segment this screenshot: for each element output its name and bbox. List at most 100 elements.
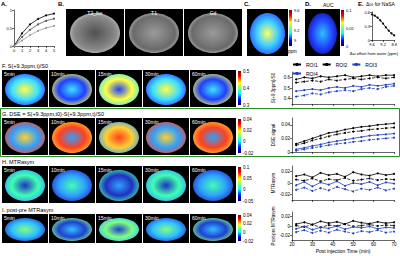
svg-text:Δω offset from water (ppm): Δω offset from water (ppm)	[350, 51, 399, 56]
svg-text:9.6: 9.6	[294, 8, 300, 13]
svg-text:50: 50	[351, 242, 357, 247]
svg-text:30min: 30min	[145, 167, 159, 173]
svg-text:0.02: 0.02	[281, 169, 290, 174]
svg-text:0.5: 0.5	[6, 26, 12, 31]
svg-text:ROI1: ROI1	[306, 62, 318, 68]
svg-text:0.5: 0.5	[284, 86, 291, 91]
svg-text:H. MTRasym: H. MTRasym	[2, 159, 35, 165]
svg-text:9.6: 9.6	[369, 42, 375, 47]
svg-text:5min: 5min	[4, 71, 15, 77]
svg-text:10min: 10min	[51, 167, 65, 173]
svg-text:0.3: 0.3	[364, 24, 370, 29]
svg-text:0.02: 0.02	[243, 128, 252, 133]
svg-text:-0.02: -0.02	[280, 233, 291, 238]
svg-text:30min: 30min	[145, 119, 159, 125]
svg-text:ROI4: ROI4	[306, 71, 318, 77]
svg-text:5min: 5min	[4, 167, 15, 173]
svg-text:9.2: 9.2	[294, 28, 300, 33]
svg-text:T2_fse: T2_fse	[87, 10, 103, 16]
svg-text:0.04: 0.04	[281, 122, 290, 127]
svg-text:0: 0	[367, 37, 370, 43]
svg-text:4: 4	[45, 48, 48, 53]
svg-text:40: 40	[330, 242, 336, 247]
svg-text:MTRasym: MTRasym	[271, 173, 276, 194]
svg-text:0: 0	[243, 230, 246, 235]
svg-text:30min: 30min	[145, 71, 159, 77]
svg-text:60min: 60min	[192, 119, 206, 125]
svg-text:0: 0	[287, 181, 290, 186]
svg-text:D.: D.	[305, 1, 311, 7]
svg-text:0: 0	[243, 139, 246, 144]
svg-text:9.2: 9.2	[380, 42, 386, 47]
svg-text:F. S(+9.3ppm,t)/S0: F. S(+9.3ppm,t)/S0	[2, 63, 48, 69]
svg-text:9: 9	[294, 38, 297, 43]
svg-text:0.3: 0.3	[243, 103, 250, 108]
svg-text:0.4: 0.4	[284, 96, 291, 101]
svg-text:1: 1	[21, 48, 24, 53]
svg-text:10min: 10min	[51, 119, 65, 125]
svg-text:S(+9.3ppm)/S0: S(+9.3ppm)/S0	[271, 72, 276, 103]
svg-text:60min: 60min	[192, 71, 206, 77]
svg-text:0.5: 0.5	[243, 69, 250, 74]
svg-text:0.05: 0.05	[243, 176, 252, 181]
svg-text:60min: 60min	[192, 215, 206, 221]
svg-text:0: 0	[346, 44, 349, 49]
svg-text:15min: 15min	[98, 215, 112, 221]
svg-text:0.1: 0.1	[346, 8, 352, 13]
svg-text:30: 30	[310, 242, 316, 247]
svg-text:0: 0	[287, 224, 290, 229]
svg-text:Post injection Time (min): Post injection Time (min)	[316, 248, 371, 254]
svg-text:5: 5	[53, 48, 56, 53]
svg-text:15min: 15min	[98, 119, 112, 125]
svg-text:G. DSE = S(+9.3ppm,t0)-S(+9.3p: G. DSE = S(+9.3ppm,t0)-S(+9.3ppm,t)/S0	[2, 111, 104, 117]
svg-text:0: 0	[287, 150, 290, 155]
svg-text:0: 0	[13, 48, 16, 53]
svg-text:ppm: ppm	[288, 49, 297, 54]
svg-text:A.: A.	[1, 1, 7, 7]
svg-text:70: 70	[391, 242, 397, 247]
svg-text:10min: 10min	[51, 215, 65, 221]
svg-text:0.04: 0.04	[243, 117, 252, 122]
svg-text:0.6: 0.6	[364, 10, 370, 15]
svg-text:-0.02: -0.02	[243, 239, 254, 244]
svg-text:0.02: 0.02	[243, 221, 252, 226]
svg-text:60: 60	[371, 242, 377, 247]
svg-text:8.8: 8.8	[391, 42, 397, 47]
svg-text:15min: 15min	[98, 71, 112, 77]
svg-text:Δω for NaSA: Δω for NaSA	[366, 1, 396, 7]
svg-text:I. post-pre MTRasym: I. post-pre MTRasym	[2, 207, 54, 213]
svg-text:-0.02: -0.02	[280, 192, 291, 197]
svg-text:0.02: 0.02	[281, 136, 290, 141]
svg-text:2: 2	[29, 48, 32, 53]
svg-text:0.02: 0.02	[281, 214, 290, 219]
svg-text:AUC: AUC	[323, 2, 334, 8]
svg-text:60min: 60min	[192, 167, 206, 173]
svg-text:T1: T1	[151, 10, 157, 16]
svg-text:3: 3	[37, 48, 40, 53]
svg-text:0.04: 0.04	[243, 213, 252, 218]
svg-text:30min: 30min	[145, 215, 159, 221]
svg-text:ROI2: ROI2	[336, 62, 348, 68]
svg-text:E.: E.	[358, 1, 364, 7]
svg-text:C.: C.	[244, 1, 250, 7]
svg-text:5min: 5min	[4, 215, 15, 221]
svg-text:DSE signal: DSE signal	[271, 124, 276, 146]
svg-text:0: 0	[9, 43, 12, 49]
svg-text:0.05: 0.05	[346, 26, 355, 31]
svg-text:0.1: 0.1	[243, 165, 250, 170]
svg-text:20: 20	[289, 242, 295, 247]
svg-text:ROI3: ROI3	[365, 62, 377, 68]
svg-text:Gd: Gd	[210, 10, 217, 16]
svg-text:1: 1	[10, 8, 13, 13]
svg-text:9.4: 9.4	[294, 18, 300, 23]
svg-text:0: 0	[243, 187, 246, 192]
svg-text:5min: 5min	[4, 119, 15, 125]
svg-text:B.: B.	[58, 1, 64, 7]
svg-text:-0.02: -0.02	[243, 151, 254, 156]
svg-text:Post-pre MTRasym: Post-pre MTRasym	[271, 206, 276, 245]
svg-text:15min: 15min	[98, 167, 112, 173]
svg-text:-0.05: -0.05	[243, 199, 254, 204]
svg-text:10min: 10min	[51, 71, 65, 77]
svg-text:0.6: 0.6	[284, 75, 291, 80]
svg-text:0.4: 0.4	[243, 86, 250, 91]
